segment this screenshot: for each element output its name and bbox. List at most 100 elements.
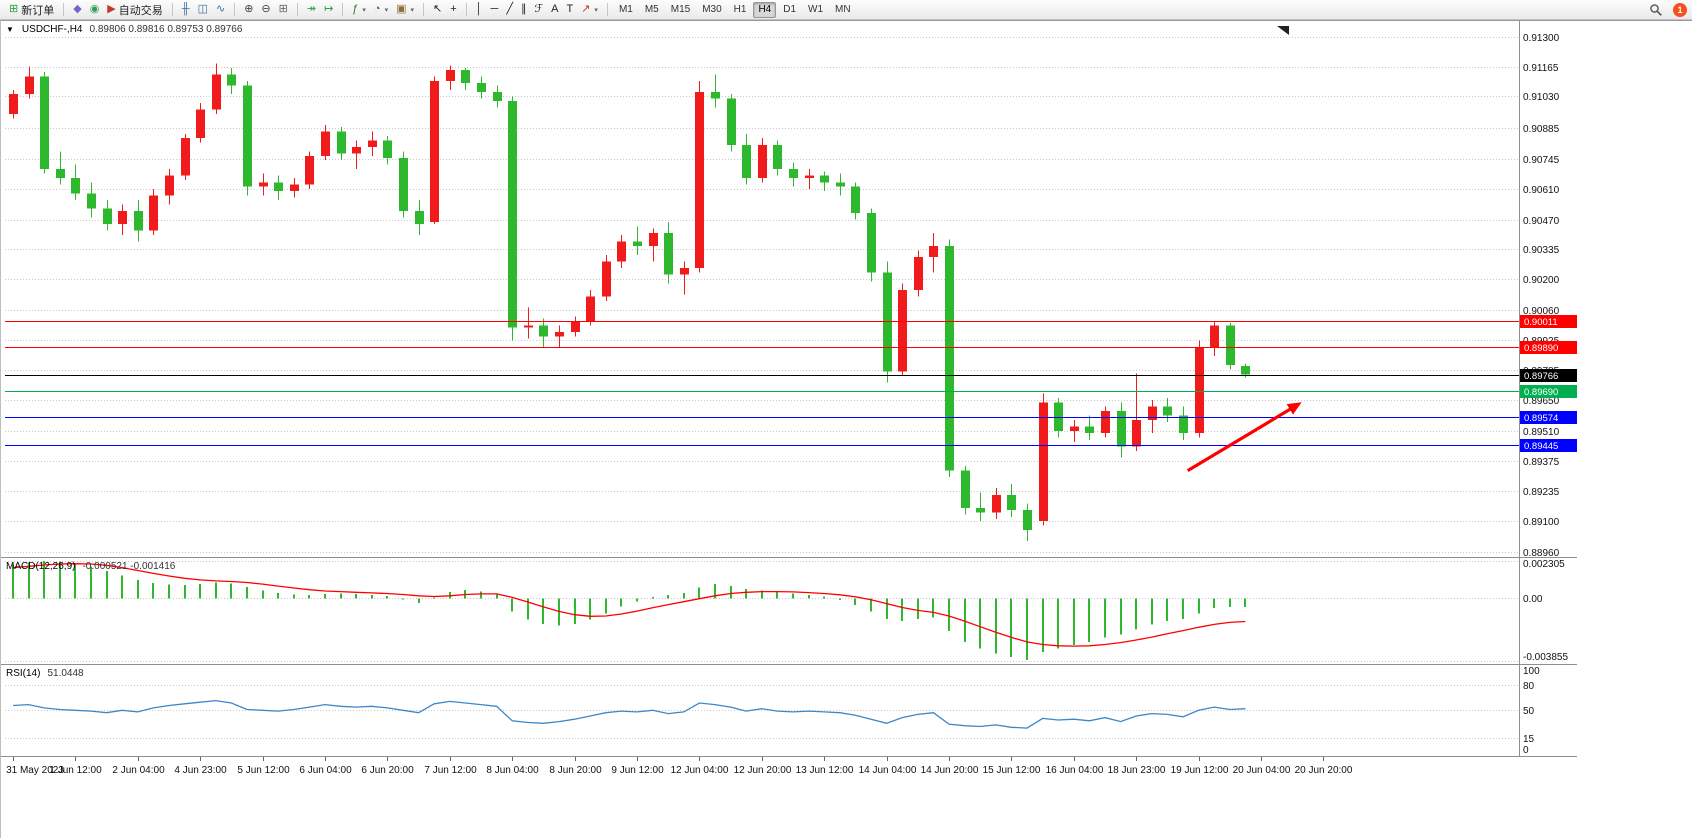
- time-label: 14 Jun 04:00: [859, 765, 917, 776]
- timeframe-m30-button[interactable]: M30: [702, 4, 722, 15]
- bar-chart-icon-button[interactable]: ╫: [178, 1, 194, 18]
- caret-down-icon: ▾: [410, 6, 415, 14]
- macd-bar: [870, 598, 872, 612]
- macd-bar: [995, 598, 997, 654]
- indicators-icon-button[interactable]: ƒ ▾: [348, 1, 370, 18]
- rsi-tick-label: 80: [1523, 681, 1535, 692]
- rsi-tick-label: 0: [1523, 745, 1529, 756]
- candle-body: [118, 210, 127, 225]
- macd-bar: [1026, 598, 1028, 661]
- fibonacci-icon-button[interactable]: ℱ: [530, 1, 547, 18]
- trend-arrow-head[interactable]: [1286, 402, 1302, 415]
- line-chart-icon-button[interactable]: ∿: [212, 1, 229, 18]
- timeframe-m15-button[interactable]: M15: [670, 4, 691, 15]
- candle-body: [446, 70, 455, 81]
- timeframe-h1-button[interactable]: H1: [733, 4, 747, 15]
- timeframe-d1-button[interactable]: D1: [783, 4, 797, 15]
- main-chart-pane[interactable]: ▼ USDCHF-,H4 0.89806 0.89816 0.89753 0.8…: [1, 21, 1692, 557]
- macd-bar: [979, 598, 981, 649]
- price-tag-label: 0.89766: [1524, 371, 1558, 382]
- macd-bar: [1151, 598, 1153, 625]
- trendline-icon-button[interactable]: ╱: [502, 1, 517, 18]
- pane-resize-handle[interactable]: [1, 664, 1577, 665]
- timeframe-h4-button[interactable]: H4: [753, 1, 777, 18]
- search-button[interactable]: [1645, 1, 1667, 18]
- macd-canvas[interactable]: 0.002305 0.00 -0.003855: [1, 558, 1692, 664]
- candlestick-chart-icon-button[interactable]: ◫: [194, 1, 212, 18]
- macd-bar: [74, 563, 76, 599]
- time-label: 19 Jun 12:00: [1171, 765, 1229, 776]
- crosshair-icon-button[interactable]: +: [446, 1, 460, 18]
- notification-badge[interactable]: 1: [1673, 2, 1687, 17]
- arrows-icon-glyph: ↗: [581, 3, 591, 15]
- rsi-pane[interactable]: RSI(14) 51.0448 100 80 50 15 0: [1, 665, 1692, 756]
- templates-icon-button[interactable]: ▣ ▾: [392, 1, 418, 18]
- pane-resize-handle[interactable]: [1, 557, 1577, 558]
- horizontal-line-icon-button[interactable]: ─: [487, 1, 503, 18]
- candle-body: [9, 94, 18, 114]
- time-label: 18 Jun 23:00: [1108, 765, 1166, 776]
- macd-tick-label: 0.00: [1523, 594, 1543, 605]
- macd-bar: [652, 596, 654, 599]
- text-icon-glyph: A: [551, 3, 559, 15]
- market-watch-icon-button[interactable]: ◉: [86, 1, 104, 18]
- channel-icon-button[interactable]: ∥: [517, 1, 531, 18]
- candle-body: [1132, 419, 1141, 447]
- time-axis[interactable]: 31 May 2023 1 Jun 12:00 2 Jun 04:00 4 Jun 2…: [1, 757, 1692, 783]
- timeframe-m5-button[interactable]: M5: [644, 4, 659, 15]
- time-label: 12 Jun 04:00: [671, 765, 729, 776]
- timeframe-w1-button[interactable]: W1: [808, 4, 824, 15]
- price-chart-canvas[interactable]: 0.91300 0.91165 0.91030 0.90885 0.90745 0.906…: [1, 21, 1692, 557]
- macd-pane[interactable]: MACD(12,26,9) -0.000521 -0.001416 0.0023…: [1, 558, 1692, 664]
- timeframe-mn-button[interactable]: MN: [835, 4, 851, 15]
- text-icon-button[interactable]: A: [547, 1, 562, 18]
- rsi-indicator-value: 51.0448: [47, 668, 84, 679]
- metaeditor-icon-button[interactable]: ◆: [69, 1, 85, 18]
- candle-body: [602, 261, 611, 297]
- price-tick-label: 0.89510: [1523, 427, 1560, 438]
- candle-body: [290, 184, 299, 192]
- macd-histogram: [12, 561, 1246, 661]
- time-label: 15 Jun 12:00: [983, 765, 1041, 776]
- new-order-button[interactable]: ⊞ 新订单: [5, 1, 58, 18]
- macd-bar: [839, 598, 841, 600]
- trend-arrow-line[interactable]: [1186, 405, 1296, 472]
- macd-bar: [246, 587, 248, 599]
- vertical-line-icon-button[interactable]: │: [472, 1, 487, 18]
- candle-body: [1241, 365, 1250, 375]
- macd-bar: [137, 579, 139, 599]
- chart-shift-marker[interactable]: [1277, 26, 1289, 35]
- rsi-canvas[interactable]: 100 80 50 150: [1, 665, 1692, 756]
- candle-body: [493, 92, 502, 101]
- text-label-icon-button[interactable]: T: [562, 1, 577, 18]
- price-tick-label: 0.89650: [1523, 396, 1560, 407]
- arrows-icon-button[interactable]: ↗ ▾: [577, 1, 602, 18]
- price-tag: [1520, 369, 1577, 382]
- indicators-icon-glyph: ƒ: [352, 3, 359, 15]
- candle-body: [992, 494, 1001, 513]
- candle-body: [1085, 426, 1094, 434]
- auto-scroll-icon-button[interactable]: ↠: [303, 1, 320, 18]
- macd-bar: [277, 592, 279, 599]
- periods-icon-button[interactable]: ◔ ▾: [370, 1, 392, 18]
- macd-bar: [698, 587, 700, 599]
- chart-shift-icon-button[interactable]: ↦: [320, 1, 337, 18]
- candle-body: [836, 182, 845, 187]
- time-label: 9 Jun 12:00: [611, 765, 664, 776]
- timeframe-m1-button[interactable]: M1: [618, 4, 633, 15]
- zoom-out-icon-button[interactable]: ⊖: [257, 1, 274, 18]
- macd-bar: [1120, 598, 1122, 635]
- rsi-line: [12, 699, 1246, 729]
- price-tag: [1520, 439, 1577, 452]
- time-label: 14 Jun 20:00: [921, 765, 979, 776]
- macd-bar: [480, 591, 482, 599]
- chart-menu-icon[interactable]: ▼: [6, 25, 14, 34]
- zoom-in-icon-button[interactable]: ⊕: [240, 1, 257, 18]
- text-label-icon-glyph: T: [566, 3, 574, 15]
- cursor-icon-button[interactable]: ↖: [429, 1, 446, 18]
- macd-bar: [1057, 598, 1059, 649]
- macd-bar: [168, 584, 170, 599]
- toolbar-separator: [296, 3, 298, 16]
- tile-windows-icon-button[interactable]: ⊞: [275, 1, 292, 18]
- autotrading-button[interactable]: ▶ 自动交易: [103, 1, 166, 18]
